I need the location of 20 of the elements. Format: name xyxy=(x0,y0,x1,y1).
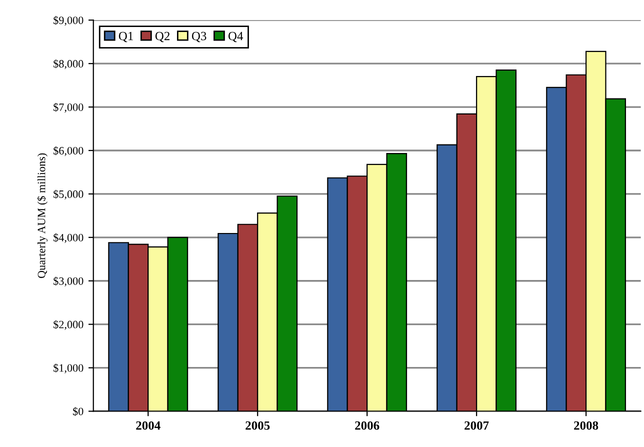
y-tick-label: $0 xyxy=(73,407,84,416)
x-tick-label: 2005 xyxy=(246,421,270,430)
y-tick-label: $6,000 xyxy=(54,146,84,156)
legend-label: Q4 xyxy=(228,32,244,42)
y-tick-label: $3,000 xyxy=(54,276,84,286)
y-tick-label: $9,000 xyxy=(54,16,84,26)
y-tick-label: $8,000 xyxy=(54,59,84,70)
legend-label: Q1 xyxy=(118,32,133,42)
x-tick-label: 2008 xyxy=(574,421,598,430)
y-tick-label: $4,000 xyxy=(54,233,84,243)
x-tick-label: 2006 xyxy=(355,421,380,430)
y-tick-label: $1,000 xyxy=(54,364,84,374)
y-tick-label: $7,000 xyxy=(54,102,84,113)
x-tick-label: 2007 xyxy=(464,421,489,430)
y-axis-title: Quarterly AUM ($ millions) xyxy=(37,153,48,278)
legend-label: Q3 xyxy=(192,32,206,42)
y-tick-label: $5,000 xyxy=(54,190,84,200)
x-tick-label: 2004 xyxy=(136,421,160,430)
legend-label: Q2 xyxy=(155,32,170,42)
y-tick-label: $2,000 xyxy=(54,320,84,330)
